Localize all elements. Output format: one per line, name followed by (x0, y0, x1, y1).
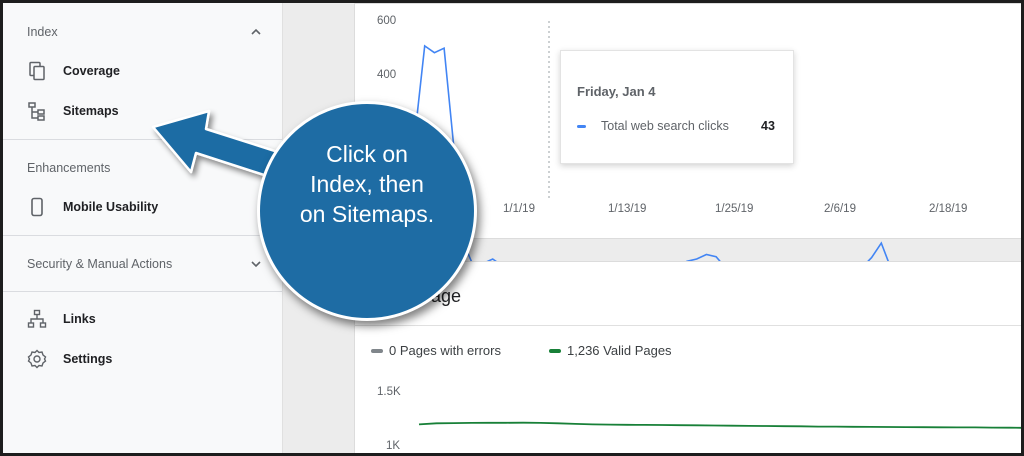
links-icon (27, 309, 47, 328)
x-tick-label: 1/25/19 (715, 203, 754, 215)
legend-label: 0 Pages with errors (389, 343, 501, 358)
legend-swatch (371, 348, 383, 353)
x-tick-label: 2/6/19 (824, 203, 856, 215)
legend-label: 1,236 Valid Pages (567, 343, 672, 358)
y-tick-label: 1.5K (377, 386, 401, 398)
tooltip-series-label: Total web search clicks (601, 119, 729, 133)
series-swatch (577, 125, 586, 128)
tooltip-value: 43 (761, 119, 775, 133)
gear-icon (27, 349, 47, 369)
coverage-chart-svg (418, 421, 1021, 429)
x-tick-label: 1/13/19 (608, 203, 647, 215)
section-header-index[interactable]: Index (27, 25, 58, 39)
y-tick-label: 600 (377, 15, 397, 27)
x-tick-label: 2/18/19 (929, 203, 968, 215)
coverage-divider (354, 325, 1021, 326)
valid-pages-series-line (418, 421, 1021, 429)
callout-circle (257, 101, 477, 321)
y-tick-label: 1K (386, 440, 401, 452)
section-header-enhancements: Enhancements (27, 161, 111, 175)
arrow-annotation (151, 109, 305, 187)
sidebar-item-label: Links (63, 312, 96, 326)
sidebar-item-settings[interactable]: Settings (3, 341, 282, 377)
legend-errors[interactable]: 0 Pages with errors (371, 343, 501, 358)
chevron-up-icon[interactable] (249, 25, 263, 39)
sidebar-item-mobile-usability[interactable]: Mobile Usability (3, 189, 282, 225)
legend-swatch (549, 348, 561, 353)
callout-text: Click on Index, then on Sitemaps. (299, 141, 435, 227)
coverage-card (354, 261, 1021, 453)
sidebar-divider (3, 139, 282, 140)
sidebar-item-label: Coverage (63, 64, 120, 78)
x-tick-label: 1/1/19 (503, 203, 535, 215)
sitemap-icon (28, 102, 45, 121)
legend-valid[interactable]: 1,236 Valid Pages (549, 343, 672, 358)
sidebar-item-label: Sitemaps (63, 104, 119, 118)
section-header-security[interactable]: Security & Manual Actions (27, 257, 173, 271)
chevron-down-icon[interactable] (249, 257, 263, 271)
tooltip-date: Friday, Jan 4 (577, 84, 656, 99)
sidebar: Index Coverage Sitemaps Enhancements (3, 3, 283, 453)
chart-tooltip: Friday, Jan 4 Total web search clicks 43 (560, 50, 794, 164)
sidebar-item-links[interactable]: Links (3, 301, 282, 337)
pages-icon (29, 61, 45, 81)
sidebar-item-label: Settings (63, 352, 113, 366)
y-tick-label: 400 (377, 69, 397, 81)
sidebar-divider (3, 235, 282, 236)
sidebar-item-label: Mobile Usability (63, 200, 159, 214)
sidebar-item-coverage[interactable]: Coverage (3, 53, 282, 89)
sidebar-divider (3, 291, 282, 292)
phone-icon (31, 197, 43, 217)
sidebar-item-sitemaps[interactable]: Sitemaps (3, 93, 282, 129)
